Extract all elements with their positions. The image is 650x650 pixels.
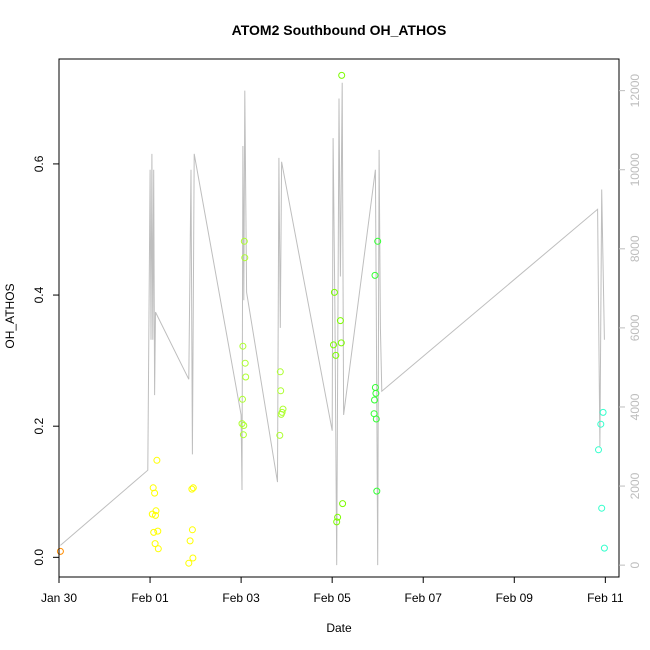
y2-tick-label-4: 8000 xyxy=(628,235,642,262)
x-tick-label-1: Feb 01 xyxy=(131,591,169,605)
data-point-34 xyxy=(332,351,340,359)
y2-tick-label-6: 12000 xyxy=(628,74,642,108)
data-point-11 xyxy=(185,559,193,567)
data-point-44 xyxy=(371,384,379,391)
data-point-42 xyxy=(371,396,378,404)
x-axis: Jan 30 Feb 01 Feb 03 Feb 05 Feb 07 Feb 09 Feb … xyxy=(41,577,624,605)
data-point-17 xyxy=(238,420,246,428)
y-axis-label: OH_ATHOS xyxy=(3,283,17,348)
data-point-50 xyxy=(597,420,605,428)
data-point-25 xyxy=(242,373,250,381)
y2-tick-label-2: 4000 xyxy=(628,393,642,420)
plot-area-frame xyxy=(58,58,620,578)
data-point-37 xyxy=(336,317,344,325)
data-point-32 xyxy=(330,341,337,349)
data-point-26 xyxy=(276,431,284,439)
data-point-8 xyxy=(153,456,161,464)
data-point-52 xyxy=(599,408,607,416)
data-point-46 xyxy=(372,415,380,423)
data-point-47 xyxy=(373,487,381,495)
y-axis-left: 0.0 0.2 0.4 0.6 xyxy=(32,155,59,566)
data-point-31 xyxy=(279,405,287,413)
data-point-35 xyxy=(333,518,341,526)
data-point-3 xyxy=(150,528,158,536)
y2-tick-label-0: 0 xyxy=(628,561,642,568)
data-point-19 xyxy=(239,342,247,350)
data-point-16 xyxy=(189,484,197,492)
x-tick-label-5: Feb 09 xyxy=(496,591,534,605)
data-point-22 xyxy=(240,237,248,245)
data-point-15 xyxy=(189,554,197,562)
secondary-line-path xyxy=(60,82,605,566)
data-point-18 xyxy=(239,395,246,403)
data-point-14 xyxy=(188,526,196,534)
data-point-45 xyxy=(372,389,380,397)
data-point-7 xyxy=(152,507,160,515)
data-point-39 xyxy=(338,71,346,79)
data-point-30 xyxy=(278,408,286,416)
y2-tick-label-3: 6000 xyxy=(628,314,642,341)
data-point-20 xyxy=(239,431,247,439)
data-point-40 xyxy=(339,500,347,508)
data-point-53 xyxy=(600,544,608,552)
scatter-points xyxy=(56,71,608,567)
data-point-33 xyxy=(330,288,338,296)
data-point-36 xyxy=(334,513,342,521)
x-axis-label: Date xyxy=(326,621,352,635)
data-point-49 xyxy=(595,446,602,454)
y2-tick-label-5: 10000 xyxy=(628,153,642,187)
chart-title: ATOM2 Southbound OH_ATHOS xyxy=(232,22,447,38)
y2-tick-label-1: 2000 xyxy=(628,472,642,499)
data-point-21 xyxy=(240,422,248,429)
data-point-38 xyxy=(337,339,345,347)
secondary-series-line xyxy=(60,82,605,566)
data-point-5 xyxy=(151,540,159,548)
data-point-48 xyxy=(374,237,382,245)
x-tick-label-3: Feb 05 xyxy=(313,591,351,605)
data-point-0 xyxy=(56,547,64,555)
x-tick-label-6: Feb 11 xyxy=(587,591,624,605)
data-point-12 xyxy=(186,537,194,545)
data-point-43 xyxy=(371,271,379,279)
data-point-28 xyxy=(277,387,285,395)
y-tick-label-2: 0.4 xyxy=(32,286,46,303)
y-tick-label-1: 0.2 xyxy=(32,418,46,435)
data-point-27 xyxy=(276,368,284,376)
data-point-23 xyxy=(241,254,249,262)
data-point-9 xyxy=(154,527,162,535)
data-point-51 xyxy=(598,504,606,512)
y-tick-label-3: 0.6 xyxy=(32,155,46,172)
y-tick-label-0: 0.0 xyxy=(32,549,46,566)
data-point-10 xyxy=(154,545,162,553)
data-point-24 xyxy=(241,359,249,367)
data-point-13 xyxy=(188,485,196,493)
data-point-6 xyxy=(152,511,159,519)
x-tick-label-4: Feb 07 xyxy=(405,591,443,605)
x-tick-label-0: Jan 30 xyxy=(41,591,77,605)
data-point-4 xyxy=(151,489,159,497)
y-axis-right: 0 2000 4000 6000 8000 10000 12000 xyxy=(619,74,642,568)
x-tick-label-2: Feb 03 xyxy=(222,591,260,605)
